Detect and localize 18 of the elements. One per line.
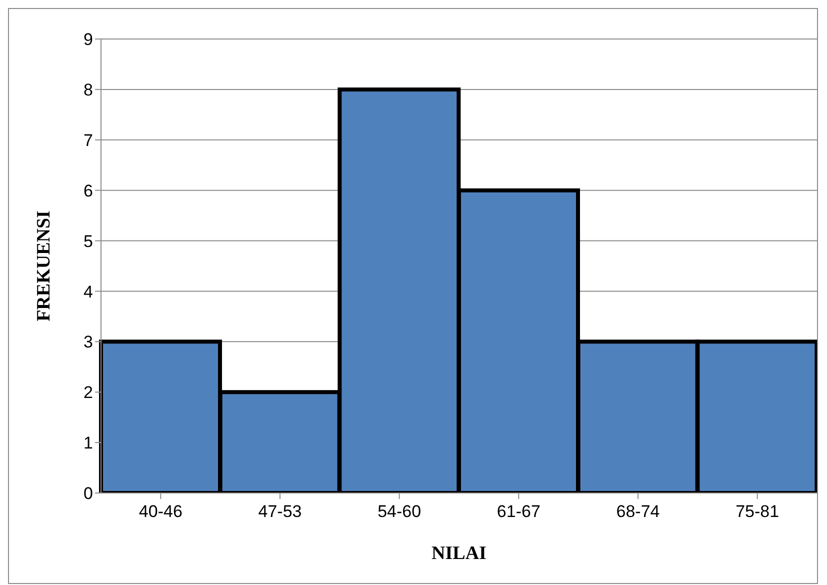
x-tick-label: 40-46 (138, 502, 182, 522)
y-tick-label: 7 (84, 130, 93, 150)
y-tick-label: 9 (84, 30, 93, 50)
x-tick-label: 68-74 (616, 502, 660, 522)
y-tick-label: 8 (84, 80, 93, 100)
y-axis-title: FREKUENSI (34, 210, 55, 322)
y-tick-label: 4 (84, 282, 93, 302)
x-axis-title: NILAI (432, 543, 486, 564)
y-tick-label: 5 (84, 232, 93, 251)
y-tick-label: 6 (84, 181, 93, 200)
x-tick-label: 75-81 (736, 502, 780, 522)
y-tick-label: 0 (84, 484, 93, 504)
y-tick-label: 1 (84, 434, 93, 453)
x-tick-label: 61-67 (496, 502, 540, 522)
x-tick-label: 54-60 (378, 502, 422, 522)
y-tick-label: 3 (84, 332, 93, 352)
x-tick-label: 47-53 (258, 502, 302, 522)
y-tick-label: 2 (84, 383, 93, 402)
